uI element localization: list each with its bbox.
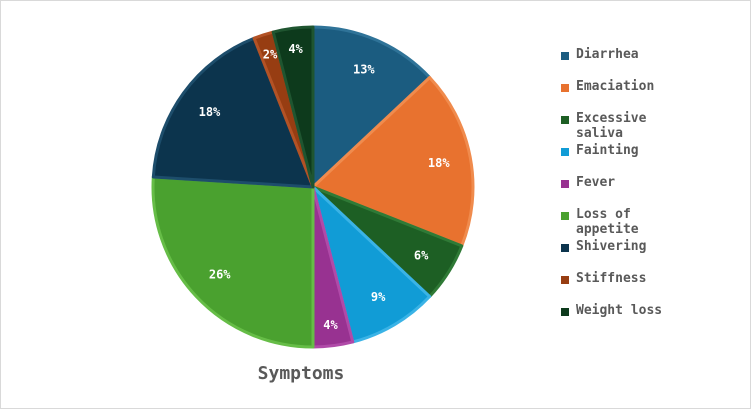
legend-item-weight-loss: Weight loss: [561, 303, 746, 318]
legend-label: Stiffness: [576, 271, 647, 286]
legend-label: Excessive saliva: [576, 111, 655, 141]
pie-label-emaciation: 18%: [428, 156, 450, 170]
legend-label: Diarrhea: [576, 47, 639, 62]
pie-slice-loss-of-appetite: [151, 175, 315, 349]
legend-swatch: [561, 52, 569, 60]
legend-item-fainting: Fainting: [561, 143, 746, 158]
pie-label-loss-of-appetite: 26%: [209, 268, 231, 282]
legend-swatch: [561, 212, 569, 220]
legend-item-shivering: Shivering: [561, 239, 746, 254]
legend-item-excessive-saliva: Excessive saliva: [561, 111, 746, 141]
pie-label-weight-loss: 4%: [288, 42, 303, 56]
pie-label-shivering: 18%: [199, 105, 221, 119]
legend-swatch: [561, 244, 569, 252]
legend-item-fever: Fever: [561, 175, 746, 190]
legend-swatch: [561, 276, 569, 284]
legend-label: Weight loss: [576, 303, 663, 318]
pie-slice-shivering: [151, 36, 315, 189]
legend-item-stiffness: Stiffness: [561, 271, 746, 286]
chart-legend: Diarrhea Emaciation Excessive saliva Fainti…: [561, 1, 746, 410]
pie-slice-emaciation: [311, 75, 475, 248]
legend-label: Loss of appetite: [576, 207, 639, 237]
pie-slice-weight-loss: [271, 25, 315, 189]
legend-swatch: [561, 180, 569, 188]
chart-title: Symptoms: [257, 363, 345, 384]
legend-label: Shivering: [576, 239, 647, 254]
pie-chart: 13% 18% 6% 9% 4% 26% 18% 2% 4%: [151, 25, 475, 349]
legend-item-emaciation: Emaciation: [561, 79, 746, 94]
pie-label-stiffness: 2%: [263, 48, 278, 62]
legend-label: Fever: [576, 175, 616, 190]
pie-label-fainting: 9%: [371, 290, 386, 304]
legend-item-loss-of-appetite: Loss of appetite: [561, 207, 746, 237]
pie-slice-diarrhea: [311, 25, 432, 189]
legend-swatch: [561, 84, 569, 92]
legend-label: Emaciation: [576, 79, 655, 94]
legend-label: Fainting: [576, 143, 639, 158]
legend-item-diarrhea: Diarrhea: [561, 47, 746, 62]
pie-label-fever: 4%: [323, 318, 338, 332]
pie-slice-fainting: [311, 185, 432, 344]
legend-swatch: [561, 116, 569, 124]
pie-label-excessive-saliva: 6%: [414, 249, 429, 263]
legend-swatch: [561, 308, 569, 316]
legend-swatch: [561, 148, 569, 156]
pie-label-diarrhea: 13%: [353, 63, 375, 77]
